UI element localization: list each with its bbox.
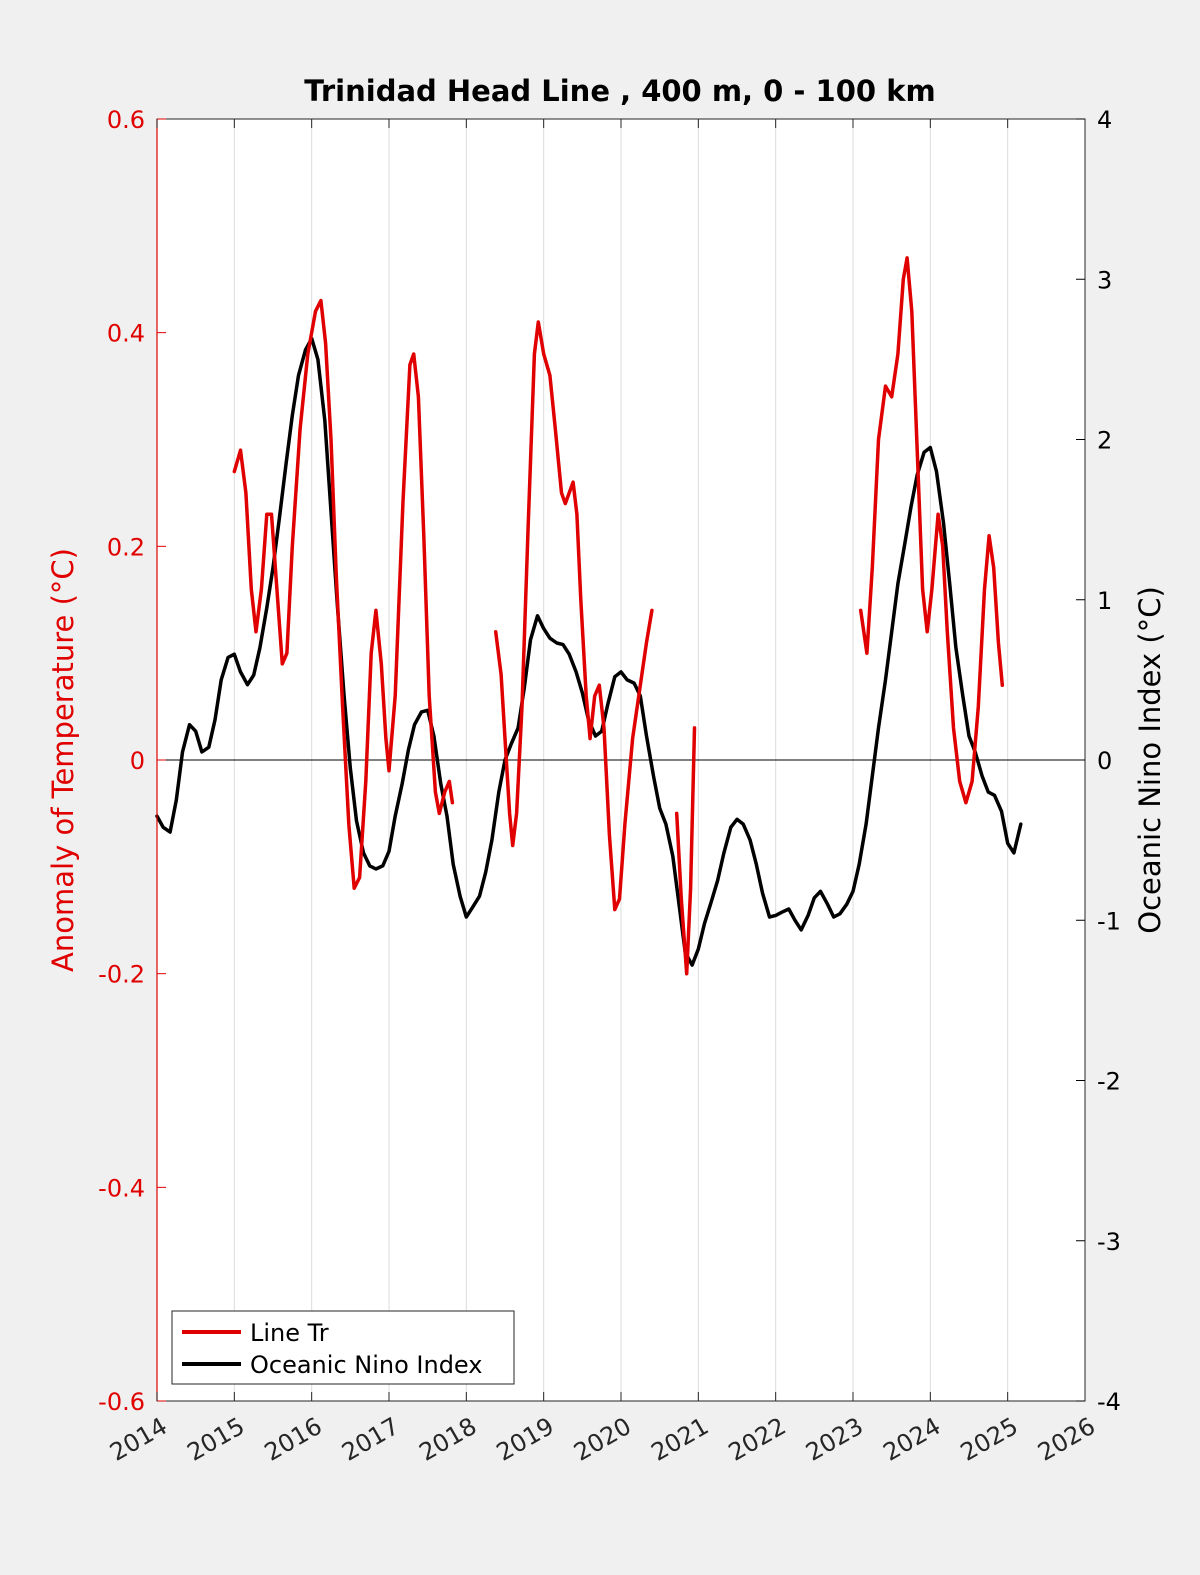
right-y-tick-label: 4 xyxy=(1097,106,1112,134)
legend-label-line-tr: Line Tr xyxy=(250,1319,329,1347)
legend-label-oceanic-nino-index: Oceanic Nino Index xyxy=(250,1351,482,1379)
right-y-tick-label: 0 xyxy=(1097,747,1112,775)
left-y-tick-label: -0.4 xyxy=(98,1174,145,1202)
legend: Line Tr Oceanic Nino Index xyxy=(171,1310,515,1385)
right-y-tick-label: 3 xyxy=(1097,266,1112,294)
left-y-tick-label: 0.6 xyxy=(107,106,145,134)
right-y-tick-label: -3 xyxy=(1097,1228,1121,1256)
series-line-line-tr xyxy=(858,256,1005,805)
right-y-tick-label: 1 xyxy=(1097,587,1112,615)
right-y-tick-label: -4 xyxy=(1097,1388,1121,1416)
left-y-tick-label: 0.2 xyxy=(107,533,145,561)
right-y-axis: 4 3 2 1 0 -1 -2 -3 -4 xyxy=(1076,106,1121,1416)
chart-title: Trinidad Head Line , 400 m, 0 - 100 km xyxy=(304,74,935,108)
left-y-tick-label: 0 xyxy=(130,747,145,775)
left-y-tick-label: -0.6 xyxy=(98,1388,145,1416)
right-y-tick-label: -1 xyxy=(1097,907,1121,935)
right-y-tick-label: -2 xyxy=(1097,1068,1121,1096)
right-y-tick-label: 2 xyxy=(1097,427,1112,455)
left-y-tick-label: 0.4 xyxy=(107,320,145,348)
series-line-line-tr xyxy=(493,320,654,912)
left-axis-label: Anomaly of Temperature (°C) xyxy=(46,548,80,972)
left-y-tick-label: -0.2 xyxy=(98,961,145,989)
series-line-line-tr xyxy=(674,726,697,976)
series-line-line-tr xyxy=(232,298,455,890)
series-layer xyxy=(155,256,1023,976)
legend-box xyxy=(171,1310,515,1385)
left-y-axis: 0.6 0.4 0.2 0 -0.2 -0.4 -0.6 xyxy=(98,106,166,1416)
right-axis-label: Oceanic Nino Index (°C) xyxy=(1133,586,1167,934)
